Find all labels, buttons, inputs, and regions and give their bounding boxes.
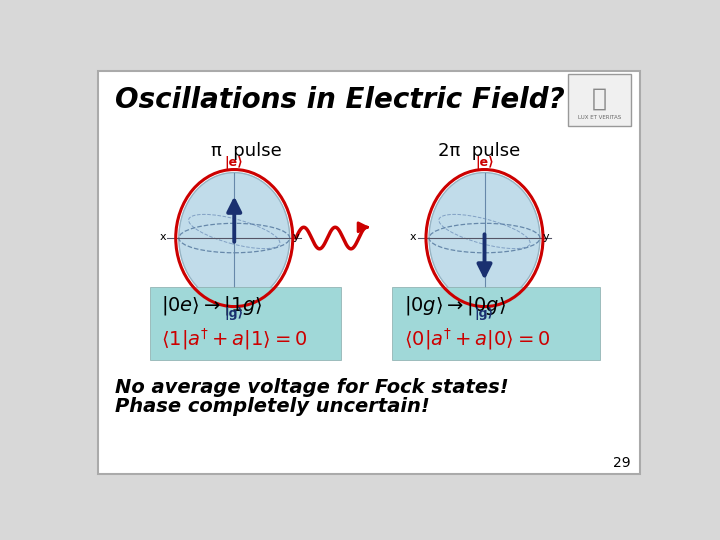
Text: 29: 29 — [613, 456, 631, 470]
FancyBboxPatch shape — [392, 287, 600, 361]
Text: LUX ET VERITAS: LUX ET VERITAS — [577, 114, 621, 120]
Text: Oscillations in Electric Field?: Oscillations in Electric Field? — [115, 86, 564, 114]
Text: $\langle 0|a^{\dagger}+a|0\rangle = 0$: $\langle 0|a^{\dagger}+a|0\rangle = 0$ — [404, 327, 550, 353]
Text: y: y — [293, 232, 300, 241]
Text: |g⟩: |g⟩ — [225, 307, 244, 320]
Text: $|0g\rangle \rightarrow |0g\rangle$: $|0g\rangle \rightarrow |0g\rangle$ — [404, 294, 505, 318]
Text: π  pulse: π pulse — [211, 142, 282, 160]
Text: |e⟩: |e⟩ — [475, 156, 494, 168]
Text: No average voltage for Fock states!: No average voltage for Fock states! — [115, 378, 508, 397]
FancyBboxPatch shape — [150, 287, 341, 361]
Text: $\langle 1|a^{\dagger}+a|1\rangle = 0$: $\langle 1|a^{\dagger}+a|1\rangle = 0$ — [161, 327, 307, 353]
Text: 2π  pulse: 2π pulse — [438, 142, 521, 160]
Text: 📖: 📖 — [592, 87, 607, 111]
Ellipse shape — [429, 173, 540, 303]
Text: Phase completely uncertain!: Phase completely uncertain! — [115, 397, 430, 416]
Text: $|0e\rangle \rightarrow |1g\rangle$: $|0e\rangle \rightarrow |1g\rangle$ — [161, 294, 263, 318]
Text: |g⟩: |g⟩ — [475, 307, 494, 320]
Ellipse shape — [179, 173, 289, 303]
Ellipse shape — [179, 173, 289, 303]
Ellipse shape — [429, 173, 540, 303]
FancyBboxPatch shape — [567, 74, 631, 126]
Text: y: y — [543, 232, 549, 241]
Text: |e⟩: |e⟩ — [225, 156, 243, 168]
Text: x: x — [410, 232, 417, 241]
FancyBboxPatch shape — [98, 71, 640, 475]
Text: x: x — [160, 232, 166, 241]
